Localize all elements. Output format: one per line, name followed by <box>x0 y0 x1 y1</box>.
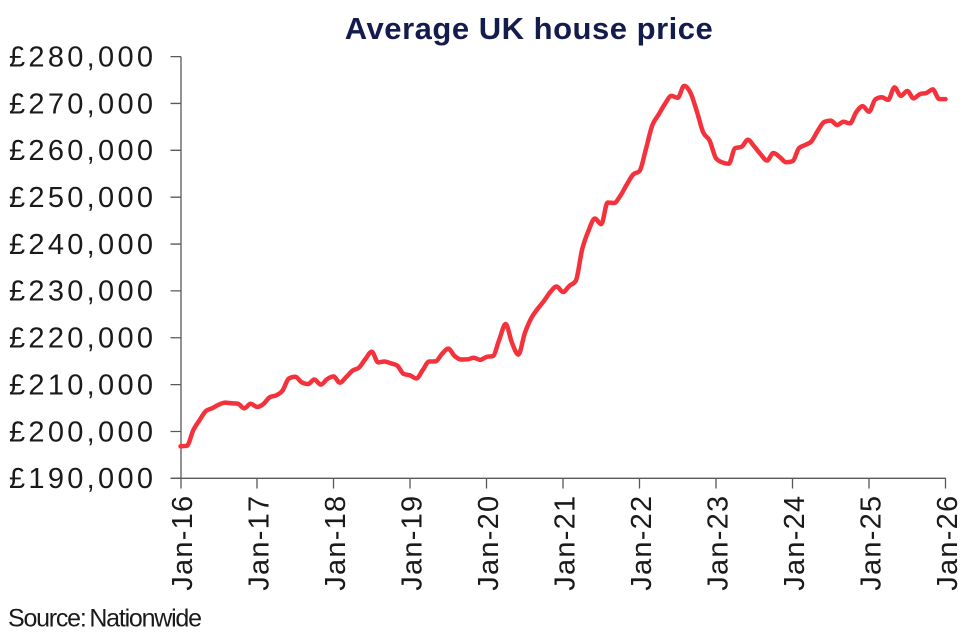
svg-text:Jan-18: Jan-18 <box>320 496 352 591</box>
svg-text:Jan-25: Jan-25 <box>856 496 888 591</box>
svg-text:£200,000: £200,000 <box>9 416 153 448</box>
svg-text:Jan-19: Jan-19 <box>397 496 429 591</box>
svg-text:£250,000: £250,000 <box>9 182 153 214</box>
svg-text:£190,000: £190,000 <box>9 463 153 495</box>
svg-text:Jan-17: Jan-17 <box>244 496 276 591</box>
svg-text:Jan-22: Jan-22 <box>626 496 658 591</box>
svg-text:£210,000: £210,000 <box>9 369 153 401</box>
svg-text:£240,000: £240,000 <box>9 229 153 261</box>
svg-text:£230,000: £230,000 <box>9 276 153 308</box>
svg-text:£280,000: £280,000 <box>9 41 153 73</box>
svg-text:Jan-24: Jan-24 <box>779 496 811 591</box>
svg-text:Jan-23: Jan-23 <box>703 496 735 591</box>
svg-text:£270,000: £270,000 <box>9 88 153 120</box>
svg-text:£220,000: £220,000 <box>9 323 153 355</box>
svg-text:£260,000: £260,000 <box>9 135 153 167</box>
svg-text:Jan-21: Jan-21 <box>550 496 582 591</box>
svg-text:Jan-20: Jan-20 <box>473 496 505 591</box>
svg-text:Average UK house price: Average UK house price <box>345 11 713 46</box>
svg-text:Source: Nationwide: Source: Nationwide <box>8 604 202 632</box>
svg-text:Jan-26: Jan-26 <box>932 496 964 591</box>
svg-text:Jan-16: Jan-16 <box>167 496 199 591</box>
